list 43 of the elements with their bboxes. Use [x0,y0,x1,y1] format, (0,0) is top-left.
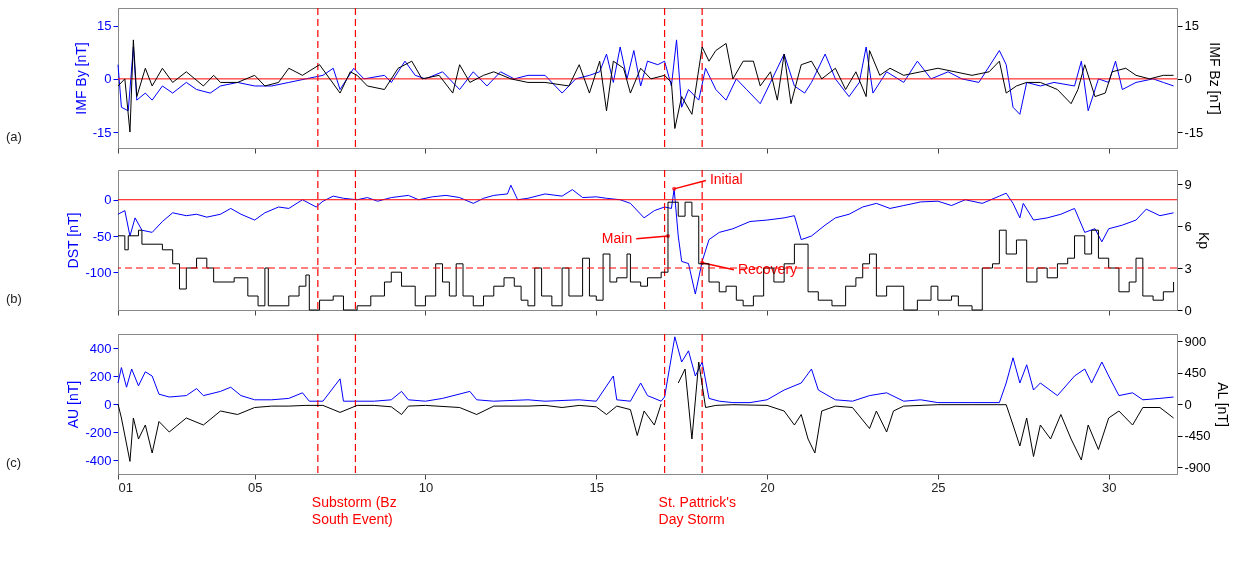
y2-tick-label: 6 [1184,218,1192,234]
y-tick-label: 0 [104,71,112,87]
y-axis-title: IMF By [nT] [72,42,89,115]
y-tick-label: -15 [92,124,112,140]
x-tick-label: 25 [931,479,946,495]
text: (b) [6,291,22,306]
annotation: Main [601,229,633,246]
y2-tick-label: 450 [1184,365,1207,380]
x-tick-label: 30 [1101,479,1117,495]
y2-tick-label: 0 [1184,302,1192,318]
y2-tick-label: 15 [1184,18,1199,34]
y2-tick-label: -900 [1184,459,1211,475]
ref-line-label: St. Pattrick's Day Storm [658,494,736,527]
x-tick-label: 20 [760,479,775,495]
y2-tick-label: 3 [1184,260,1192,276]
y2-tick-label: -15 [1184,124,1204,140]
y-tick-label: 0 [104,396,112,412]
y-tick-label: 200 [89,368,112,384]
y2-tick-label: -450 [1184,428,1211,443]
y-tick-label: -400 [85,452,112,468]
x-tick-label: 05 [247,479,263,495]
annotation: Initial [709,171,743,188]
ref-line-label: Substorm (Bz South Event) [311,494,397,527]
x-tick-label: 10 [418,479,434,495]
y-tick-label: -50 [92,228,112,244]
text: (c) [6,455,22,470]
y-axis-title: AU [nT] [65,380,82,429]
y-tick-label: 15 [97,18,112,34]
x-tick-label: 15 [589,479,604,495]
y-tick-label: 0 [104,192,112,208]
y2-tick-label: 0 [1184,71,1192,87]
y-tick-label: -200 [85,424,112,440]
text: (a) [6,129,22,144]
y-axis-title: DST [nT] [65,212,82,269]
y2-axis-title: AL [nT] [1214,382,1231,427]
x-tick-label: 01 [118,479,133,495]
y2-axis-title: IMF Bz [nT] [1207,42,1224,115]
y2-tick-label: 9 [1184,176,1192,192]
y2-axis-title: Kp [1195,231,1212,250]
y-tick-label: 400 [89,340,112,356]
y2-tick-label: 900 [1184,333,1207,349]
y-tick-label: -100 [85,264,112,280]
y2-tick-label: 0 [1184,396,1192,412]
